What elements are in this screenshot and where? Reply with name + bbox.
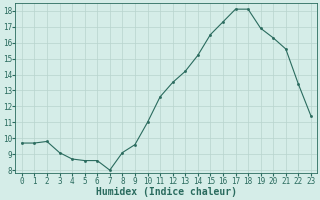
X-axis label: Humidex (Indice chaleur): Humidex (Indice chaleur) [96,187,237,197]
